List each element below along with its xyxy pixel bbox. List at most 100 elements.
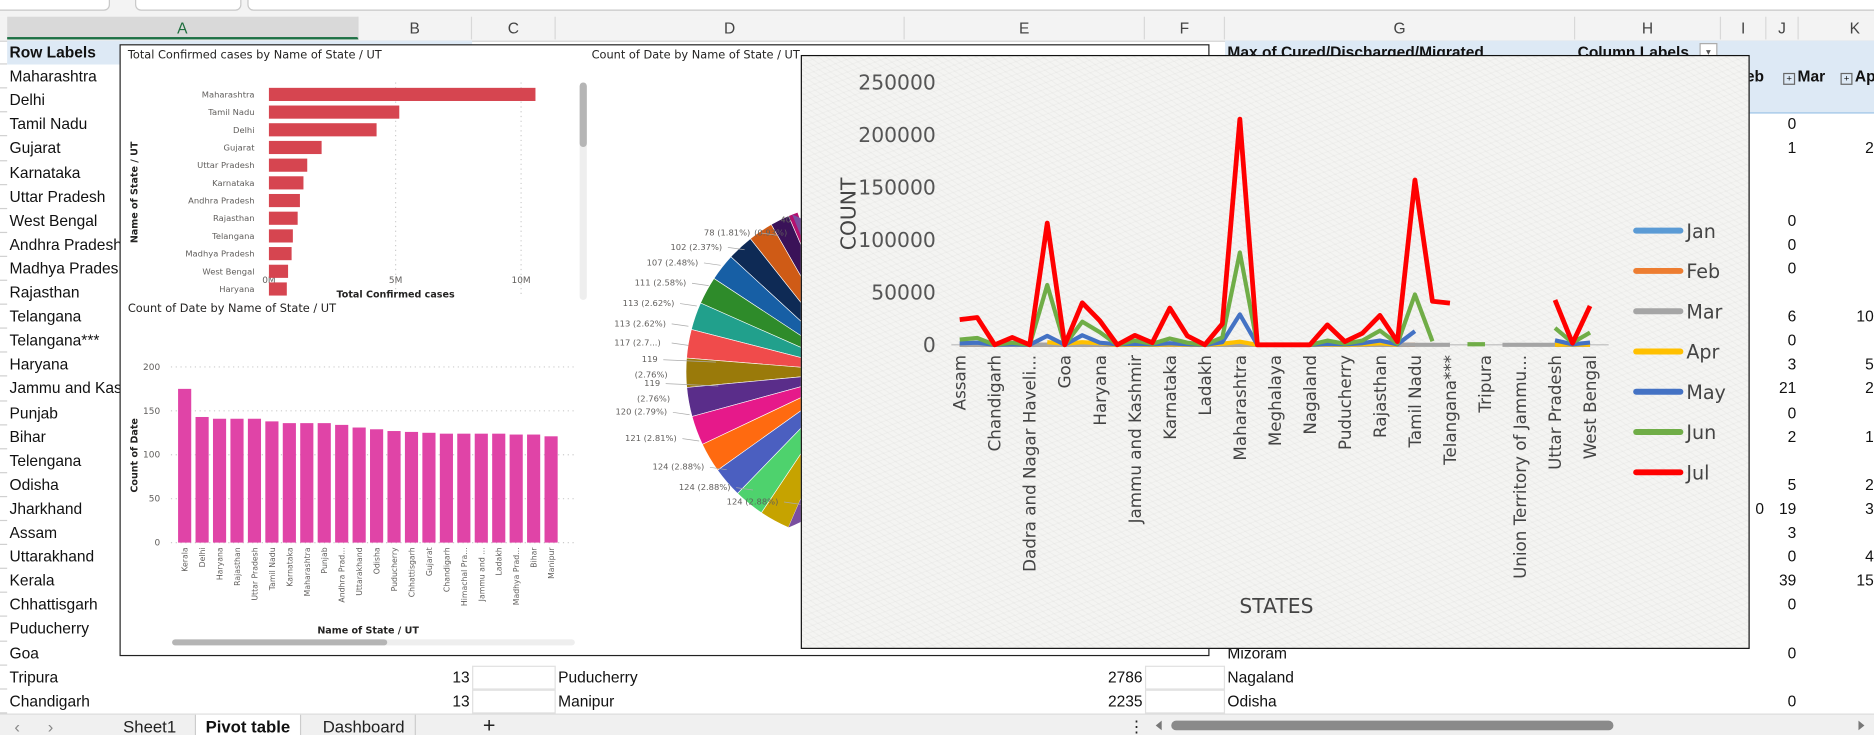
monthly-line-chart[interactable]: 0 50000 100000 150000 200000 250000 COUNT Assam… [800,54,1750,649]
bar[interactable] [212,418,227,543]
bar[interactable] [195,416,209,543]
column-header-d[interactable]: D [556,16,905,40]
bar[interactable] [268,105,400,119]
pivot-value-j[interactable]: 0 [1787,211,1797,230]
pivot-value-j[interactable]: 5 [1787,475,1797,494]
bar[interactable] [544,436,558,543]
pivot-value-j[interactable]: 0 [1787,235,1797,254]
legend-label[interactable]: Feb [1686,260,1720,283]
empty-cell[interactable] [472,665,556,690]
bar[interactable] [370,429,384,543]
bar[interactable] [178,388,192,543]
pivot-value-k[interactable]: 3 [1823,257,1874,281]
vertical-scrollbar[interactable] [579,82,587,300]
bar[interactable] [527,434,541,543]
row-label[interactable]: Haryana [9,355,69,374]
empty-cell[interactable] [1144,665,1226,690]
pivot-row-label[interactable]: Odisha [1227,691,1277,710]
row-label[interactable]: Kerala [9,571,55,590]
pivot-value-j[interactable]: 2 [1787,427,1797,446]
pivot-value-k[interactable]: 52 [1865,355,1874,374]
pivot-value-k[interactable]: 1 [1823,233,1874,257]
pivot-value-j[interactable] [1752,281,1799,305]
pivot-value-k[interactable]: 1 [1823,521,1874,545]
prev-sheet-button[interactable]: ‹ [14,717,20,735]
expand-icon[interactable]: + [1840,73,1853,85]
bar[interactable] [268,140,322,155]
formula-bar[interactable] [247,0,1874,11]
bar[interactable] [268,229,293,243]
formula-controls[interactable] [135,0,242,11]
column-header-e[interactable]: E [905,16,1145,40]
bar[interactable] [352,427,366,543]
count-cell[interactable]: 13 [452,667,470,686]
bar[interactable] [268,264,289,278]
pivot-value-k[interactable]: 109 [1856,307,1874,326]
series-line-jun[interactable] [959,250,1435,347]
pivot-value-j[interactable]: 0 [1787,595,1797,614]
legend-label[interactable]: Apr [1686,341,1719,364]
legend-label[interactable]: May [1686,381,1726,404]
expand-icon[interactable]: + [1783,73,1796,85]
pivot-value-j[interactable]: 1 [1787,139,1797,158]
scrollbar-thumb[interactable] [172,639,388,646]
bar[interactable] [268,211,298,225]
value-cell[interactable]: 2786 [1107,667,1143,686]
tab-dashboard[interactable]: Dashboard [313,714,416,735]
pivot-value-j[interactable]: 0 [1787,643,1797,662]
legend-label[interactable]: Mar [1686,300,1722,323]
month-header-mar[interactable]: + Mar [1781,65,1835,89]
pivot-value-j[interactable]: 0 [1787,259,1797,278]
bar[interactable] [265,421,279,543]
column-header-k[interactable]: K [1799,17,1874,40]
pivot-value-j[interactable]: 0 [1787,115,1797,134]
row-label[interactable]: Gujarat [9,139,61,158]
scroll-right-icon[interactable] [1858,720,1865,731]
row-label[interactable]: Chandigarh [9,691,90,710]
row-label[interactable]: Assam [9,523,58,542]
name-box[interactable] [0,0,110,11]
row-label[interactable]: Jharkhand [9,499,83,518]
pivot-value-k[interactable]: 46 [1865,547,1874,566]
pivot-value-k[interactable] [1823,593,1874,617]
pivot-value-k[interactable]: 1 [1823,113,1874,137]
bar[interactable] [230,418,244,543]
pivot-value-i[interactable]: 0 [1755,499,1765,518]
bar[interactable] [268,87,536,101]
bar[interactable] [317,423,331,543]
row-label[interactable]: Punjab [9,403,58,422]
pivot-value-j[interactable]: 3 [1787,523,1797,542]
more-options-icon[interactable]: ⋮ [1128,717,1145,735]
bar[interactable] [268,158,308,172]
empty-cell[interactable] [472,689,556,714]
bar[interactable] [268,123,377,137]
pivot-value-k[interactable]: 6 [1823,209,1874,233]
pivot-value-j[interactable]: 19 [1779,499,1797,518]
pivot-value-j[interactable]: 0 [1787,691,1797,710]
pivot-value-k[interactable]: 3 [1823,689,1874,713]
count-cell[interactable]: 13 [452,691,470,710]
bar[interactable] [387,431,401,543]
row-label[interactable]: Delhi [9,91,45,109]
row-label[interactable]: Madhya Pradesh [9,259,128,278]
pivot-value-k[interactable]: 2 [1823,185,1874,209]
pivot-value-j[interactable]: 0 [1787,547,1797,566]
pivot-value-k[interactable]: 21 [1865,475,1874,494]
legend-label[interactable]: Jan [1685,220,1715,243]
pivot-value-k[interactable]: 19 [1865,427,1874,446]
row-label[interactable]: Odisha [9,475,59,494]
column-header-h[interactable]: H [1575,16,1722,40]
bar[interactable] [422,432,436,543]
pivot-value-k[interactable] [1823,617,1874,641]
row-label[interactable]: Rajasthan [9,283,80,302]
row-label[interactable]: Andhra Pradesh [9,235,122,254]
bar[interactable] [268,247,292,261]
row-label[interactable]: Puducherry [9,619,90,638]
row-label[interactable]: Maharashtra [9,67,97,85]
row-label[interactable]: Telangana [9,307,82,326]
series-line-jul[interactable] [1552,299,1593,346]
pivot-value-k[interactable] [1823,281,1874,305]
column-header-f[interactable]: F [1145,16,1226,40]
next-sheet-button[interactable]: › [47,717,54,735]
horizontal-sheet-scrollbar[interactable] [1151,718,1874,732]
